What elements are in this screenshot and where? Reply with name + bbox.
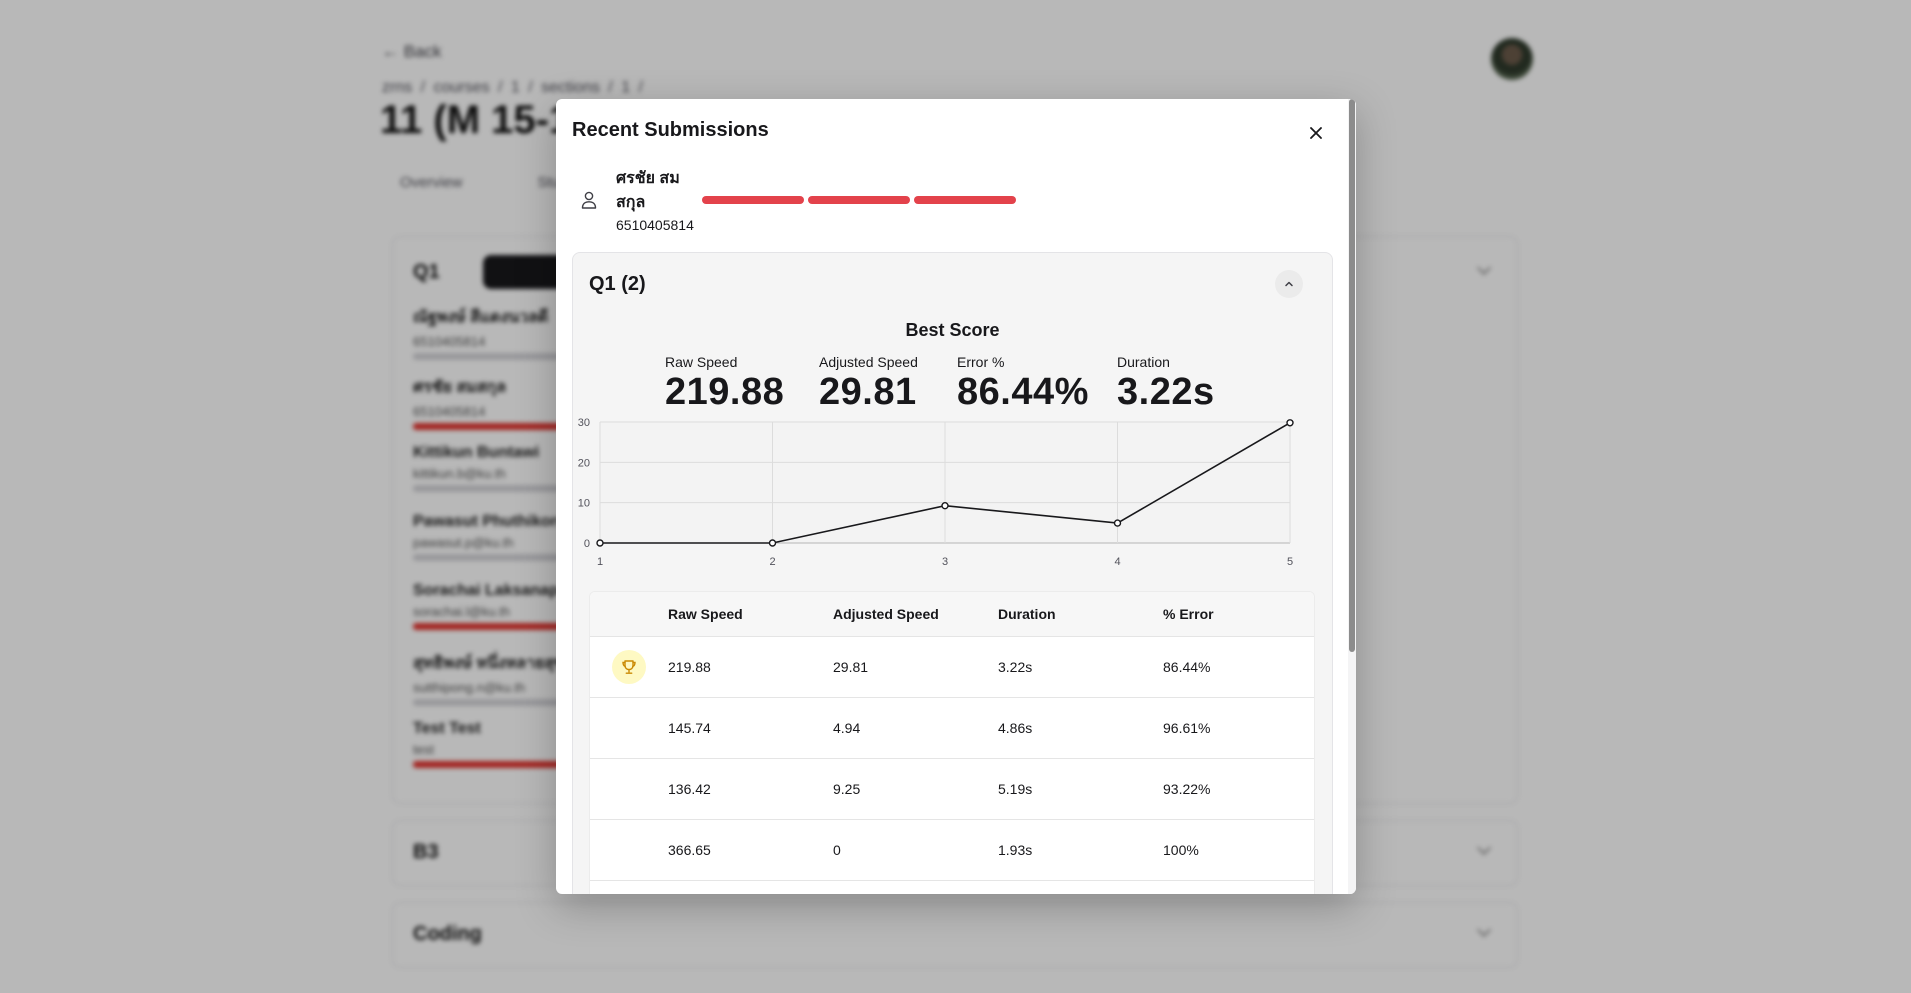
- cell-error: 93.22%: [1163, 781, 1211, 797]
- recent-submissions-dialog: Recent Submissions ศรชัย สมสกุล 65104058…: [556, 99, 1356, 894]
- header-error[interactable]: % Error: [1163, 606, 1214, 622]
- header-adjusted-speed[interactable]: Adjusted Speed: [833, 606, 939, 622]
- section-title: Coding: [413, 923, 482, 945]
- attempt-progress: [702, 196, 1016, 204]
- stat-adjusted-speed: Adjusted Speed 29.81: [819, 354, 918, 413]
- y-tick-label: 10: [578, 498, 590, 510]
- data-point: [941, 501, 949, 510]
- table-row[interactable]: [590, 880, 1314, 894]
- student-row[interactable]: สุทธิพงษ์ หนึ่งหลายสุข sutthipong.n@ku.t…: [413, 651, 573, 706]
- x-tick-label: 4: [1114, 556, 1120, 568]
- back-link[interactable]: ← Back: [382, 42, 442, 61]
- trophy-icon: [612, 650, 646, 684]
- tab-overview[interactable]: Overview: [400, 174, 463, 191]
- table-header: Raw Speed Adjusted Speed Duration % Erro…: [590, 592, 1314, 636]
- table-row[interactable]: 219.88 29.81 3.22s 86.44%: [590, 636, 1314, 697]
- data-point: [596, 539, 604, 547]
- dialog-title: Recent Submissions: [572, 119, 769, 141]
- collapse-button[interactable]: [1275, 270, 1303, 298]
- data-point: [1286, 419, 1294, 427]
- student-row[interactable]: Sorachai Laksanapo sorachai.l@ku.th: [413, 582, 573, 630]
- header-raw-speed[interactable]: Raw Speed: [668, 606, 743, 622]
- cell-duration: 3.22s: [998, 659, 1033, 675]
- stat-error-percent: Error % 86.44%: [957, 354, 1089, 413]
- table-row[interactable]: 145.74 4.94 4.86s 96.61%: [590, 697, 1314, 758]
- best-score-heading: Best Score: [905, 320, 1000, 340]
- submissions-table: Raw Speed Adjusted Speed Duration % Erro…: [589, 591, 1315, 894]
- attempt-bar: [702, 196, 804, 204]
- x-tick-label: 5: [1287, 556, 1293, 568]
- x-tick-label: 1: [597, 556, 603, 568]
- student-row[interactable]: ณัฐพงษ์ สีแดงนวลดี 6510405814: [413, 305, 573, 360]
- question-card: Q1 (2) Best Score Raw Speed 219.88 Adjus…: [572, 252, 1333, 894]
- table-row[interactable]: 136.42 9.25 5.19s 93.22%: [590, 758, 1314, 819]
- avatar[interactable]: [1491, 38, 1533, 80]
- student-row[interactable]: Test Test test: [413, 720, 573, 768]
- student-id: 6510405814: [616, 217, 694, 233]
- cell-adjusted-speed: 29.81: [833, 659, 869, 675]
- user-icon: [581, 191, 597, 209]
- question-title: Q1 (2): [589, 273, 646, 295]
- page-title: 11 (M 15-1: [380, 98, 572, 142]
- section-title: Q1: [413, 261, 440, 283]
- cell-duration: 1.93s: [998, 842, 1033, 858]
- scrollbar[interactable]: [1348, 99, 1356, 894]
- section-title: B3: [413, 841, 439, 863]
- data-point: [768, 539, 777, 547]
- cell-raw-speed: 219.88: [668, 659, 711, 675]
- stat-duration: Duration 3.22s: [1117, 354, 1215, 413]
- student-row[interactable]: ศรชัย สมสกุล 6510405814: [413, 375, 573, 430]
- cell-raw-speed: 136.42: [668, 781, 711, 797]
- y-tick-label: 20: [578, 457, 590, 469]
- submissions-line-chart: 0 10 20 30 1 2 3 4 5: [578, 417, 1294, 568]
- cell-adjusted-speed: 9.25: [833, 781, 861, 797]
- x-icon: [1310, 127, 1322, 139]
- header-duration[interactable]: Duration: [998, 606, 1056, 622]
- stat-raw-speed: Raw Speed 219.88: [665, 354, 785, 413]
- data-point: [1113, 519, 1122, 527]
- cell-raw-speed: 366.65: [668, 842, 711, 858]
- section-card-coding[interactable]: Coding: [392, 902, 1518, 968]
- x-tick-label: 3: [942, 556, 948, 568]
- scrollbar-thumb[interactable]: [1349, 99, 1355, 652]
- close-button[interactable]: [1304, 121, 1328, 145]
- cell-raw-speed: 145.74: [668, 720, 711, 736]
- cell-duration: 4.86s: [998, 720, 1033, 736]
- table-row[interactable]: 366.65 0 1.93s 100%: [590, 819, 1314, 880]
- x-tick-label: 2: [769, 556, 775, 568]
- cell-adjusted-speed: 0: [833, 842, 841, 858]
- attempt-bar: [808, 196, 910, 204]
- cell-adjusted-speed: 4.94: [833, 720, 861, 736]
- cell-duration: 5.19s: [998, 781, 1033, 797]
- breadcrumb: zrns / courses / 1 / sections / 1 /: [382, 79, 643, 96]
- cell-error: 100%: [1163, 842, 1199, 858]
- attempt-bar: [914, 196, 1016, 204]
- y-tick-label: 30: [578, 417, 590, 429]
- cell-error: 96.61%: [1163, 720, 1211, 736]
- student-name: ศรชัย สมสกุล: [616, 170, 680, 211]
- student-row[interactable]: Pawasut Phuthikorn pawasut.p@ku.th: [413, 513, 573, 561]
- chevron-up-icon: [1285, 281, 1293, 287]
- student-row[interactable]: Kittikun Buntawi kittikun.b@ku.th: [413, 444, 573, 492]
- y-tick-label: 0: [584, 538, 590, 550]
- cell-error: 86.44%: [1163, 659, 1211, 675]
